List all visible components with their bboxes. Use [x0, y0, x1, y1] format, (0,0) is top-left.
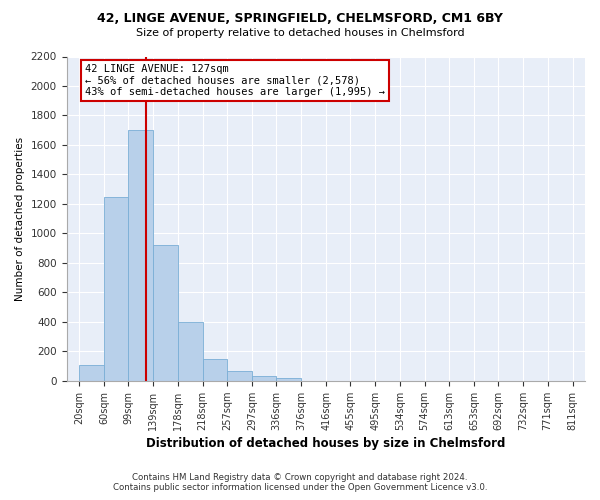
- X-axis label: Distribution of detached houses by size in Chelmsford: Distribution of detached houses by size …: [146, 437, 505, 450]
- Bar: [128, 130, 153, 381]
- Bar: [227, 372, 252, 381]
- Text: 42, LINGE AVENUE, SPRINGFIELD, CHELMSFORD, CM1 6BY: 42, LINGE AVENUE, SPRINGFIELD, CHELMSFOR…: [97, 12, 503, 26]
- Bar: [203, 358, 227, 381]
- Bar: [79, 364, 104, 381]
- Bar: [178, 322, 203, 381]
- Y-axis label: Number of detached properties: Number of detached properties: [15, 136, 25, 300]
- Text: Contains HM Land Registry data © Crown copyright and database right 2024.
Contai: Contains HM Land Registry data © Crown c…: [113, 473, 487, 492]
- Bar: [104, 196, 128, 381]
- Bar: [276, 378, 301, 381]
- Text: Size of property relative to detached houses in Chelmsford: Size of property relative to detached ho…: [136, 28, 464, 38]
- Bar: [153, 245, 178, 381]
- Bar: [252, 376, 276, 381]
- Text: 42 LINGE AVENUE: 127sqm
← 56% of detached houses are smaller (2,578)
43% of semi: 42 LINGE AVENUE: 127sqm ← 56% of detache…: [85, 64, 385, 97]
